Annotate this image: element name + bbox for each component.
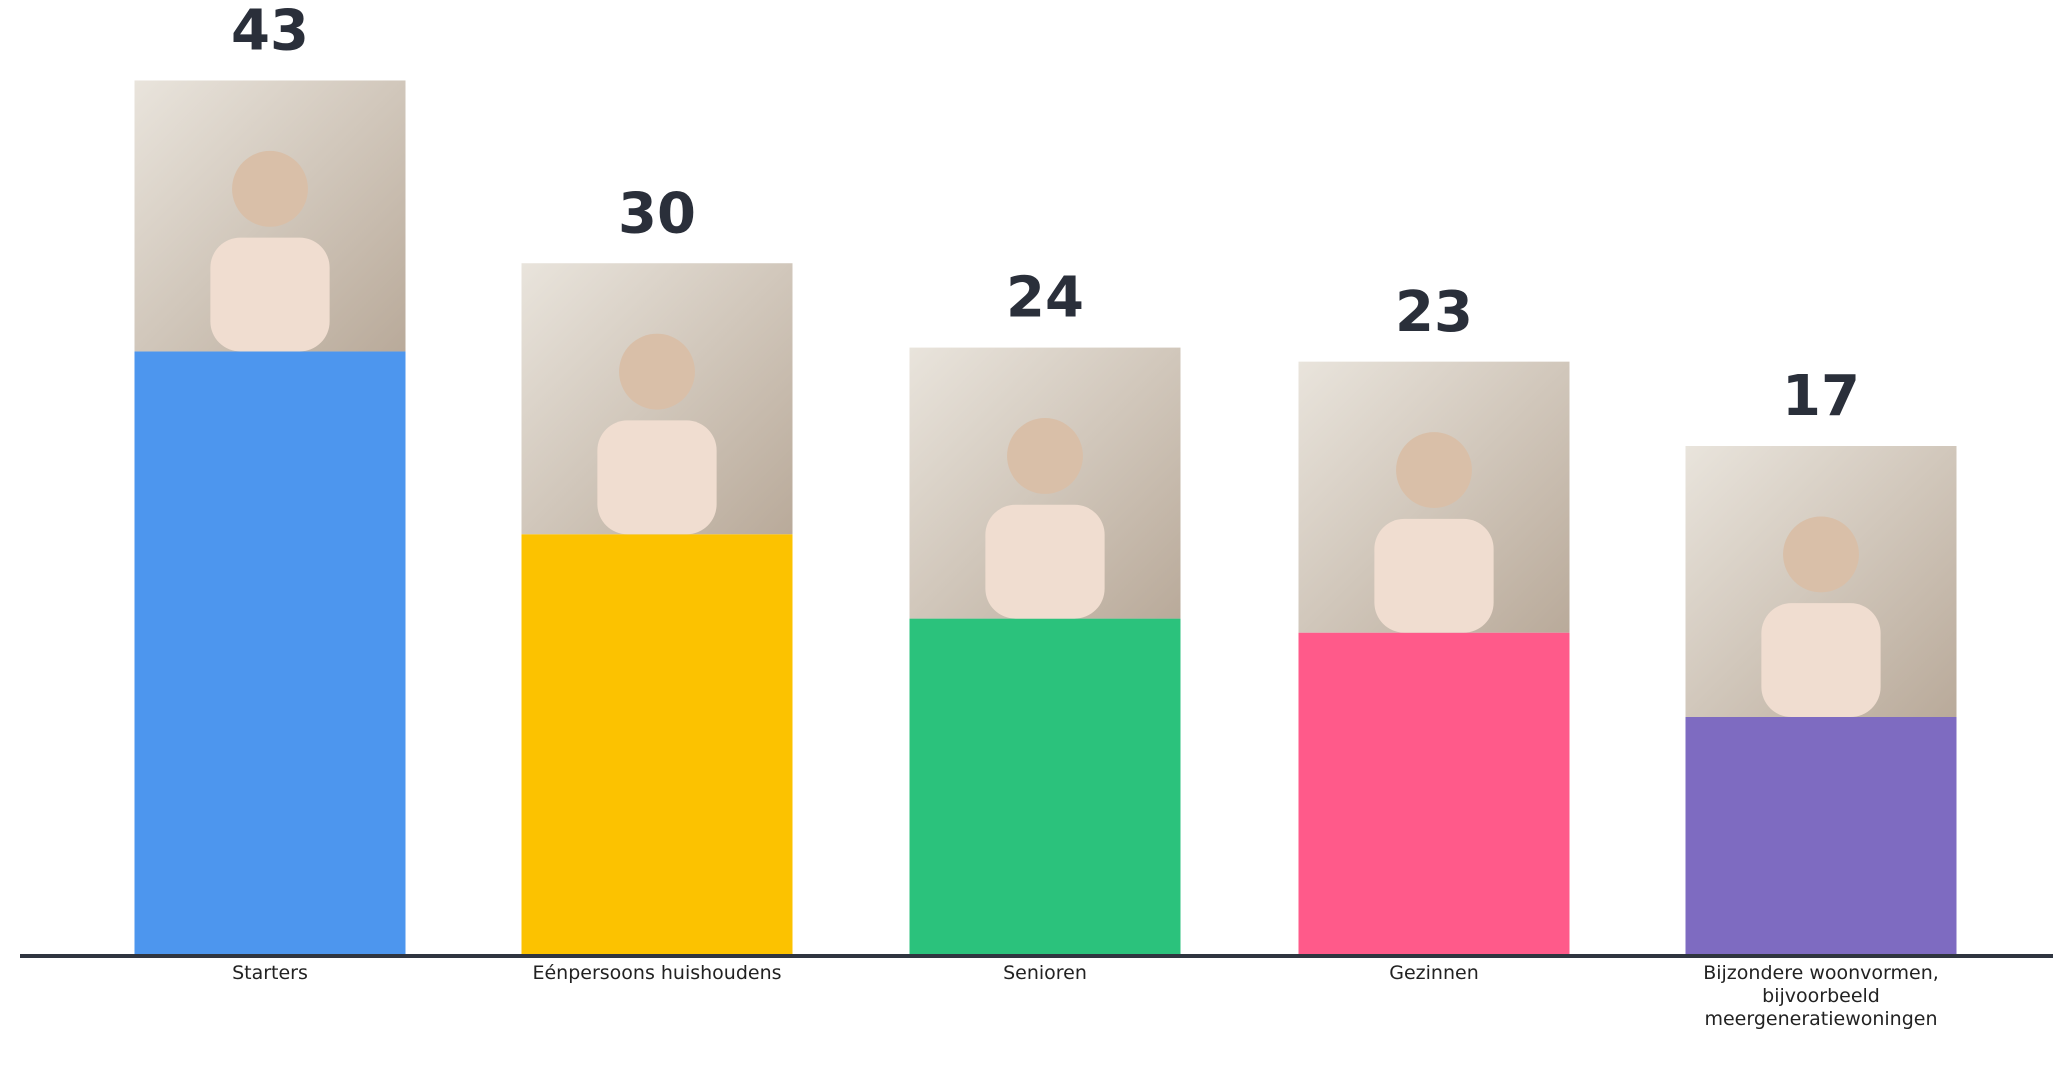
x-tick-label: Gezinnen: [1284, 962, 1584, 985]
chart: 43 30 24 23 17 Starters Eénpersoons huishoude…: [0, 0, 2053, 1067]
photo-figure: [232, 151, 308, 227]
value-label: 17: [1782, 364, 1860, 429]
photo-figure: [210, 238, 329, 352]
chart-canvas: 43 30 24 23 17: [0, 0, 2053, 1067]
x-tick-label: Starters: [120, 962, 420, 985]
bar: [1686, 717, 1957, 956]
photo-figure: [1396, 432, 1472, 508]
photo-figure: [985, 505, 1104, 619]
photo-figure: [1783, 516, 1859, 592]
value-label: 30: [618, 181, 696, 246]
photo-figure: [1007, 418, 1083, 494]
photo-figure: [1761, 603, 1880, 717]
bar: [135, 351, 406, 956]
x-tick-label: Eénpersoons huishoudens: [507, 962, 807, 985]
photo-figure: [619, 334, 695, 410]
bar: [522, 534, 793, 956]
bar: [1299, 633, 1570, 956]
x-tick-label: Senioren: [895, 962, 1195, 985]
photo-figure: [597, 420, 716, 534]
value-label: 24: [1006, 266, 1084, 331]
value-label: 43: [231, 0, 309, 64]
value-label: 23: [1395, 280, 1473, 345]
x-tick-label: Bijzondere woonvormen, bijvoorbeeld meer…: [1671, 962, 1971, 1031]
photo-figure: [1374, 519, 1493, 633]
bar: [910, 619, 1181, 956]
